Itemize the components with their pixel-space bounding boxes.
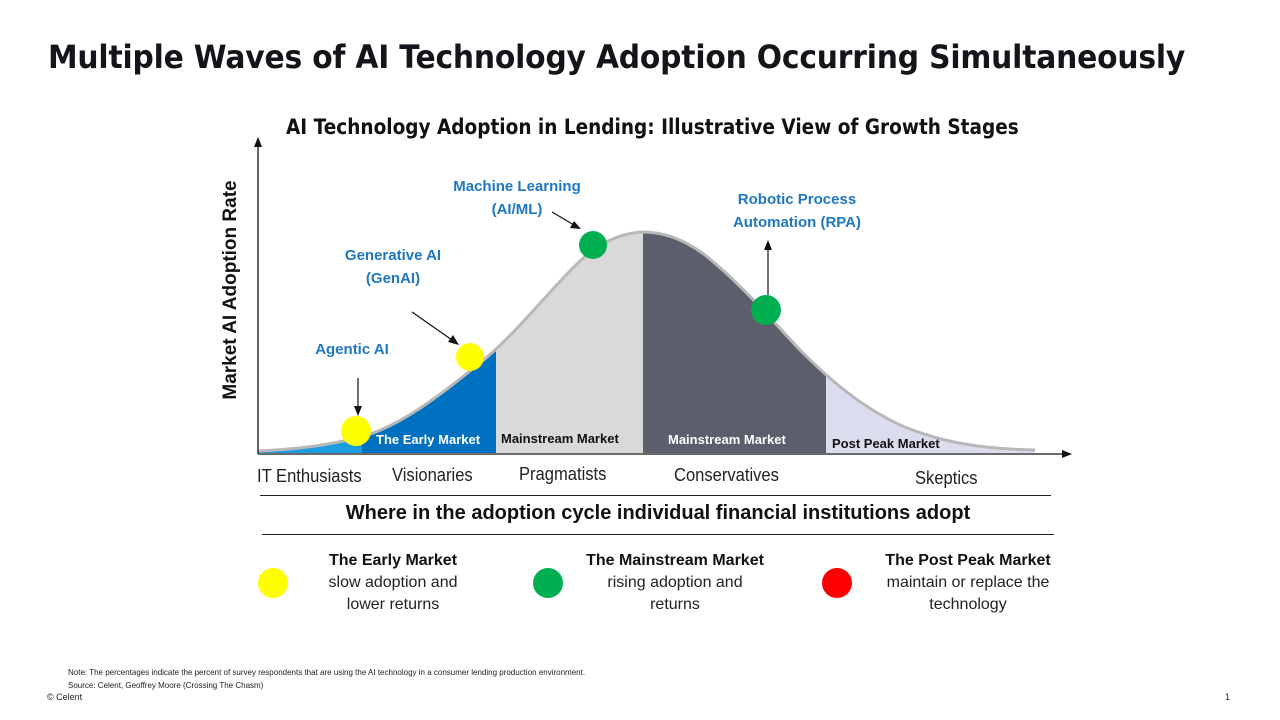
label-machine-learning: Machine Learning (AI/ML)	[453, 178, 581, 218]
chart-title: AI Technology Adoption in Lending: Illus…	[286, 115, 1019, 139]
legend-post-peak-market-dot	[822, 568, 852, 598]
segment-label-post-peak: Post Peak Market	[832, 436, 940, 451]
post-peak-region	[826, 232, 1035, 453]
y-axis-arrow-icon	[254, 137, 262, 147]
category-it-enthusiasts: IT Enthusiasts	[257, 466, 362, 486]
segment-label-mainstream-declining: Mainstream Market	[668, 432, 786, 447]
legend-mainstream-market: The Mainstream Market rising adoption an…	[586, 552, 764, 613]
genai-arrow-icon	[448, 335, 459, 345]
legend-post-peak-market: The Post Peak Market maintain or replace…	[885, 552, 1051, 613]
category-pragmatists: Pragmatists	[519, 464, 607, 484]
lead-region	[258, 232, 362, 453]
agentic-arrow-icon	[354, 406, 362, 416]
label-generative-ai: Generative AI (GenAI)	[344, 247, 442, 287]
ml-marker	[579, 231, 607, 259]
genai-marker	[456, 343, 484, 371]
legend-mainstream-market-dot	[533, 568, 563, 598]
ml-arrow-icon	[570, 221, 581, 229]
category-visionaries: Visionaries	[392, 465, 473, 485]
rpa-marker	[751, 295, 781, 325]
slide-title: Multiple Waves of AI Technology Adoption…	[48, 38, 1186, 76]
early-market-region	[362, 232, 496, 453]
segment-label-mainstream-rising: Mainstream Market	[501, 431, 619, 446]
category-conservatives: Conservatives	[674, 465, 779, 485]
bell-curve-outline	[257, 230, 1036, 453]
legend-early-market: The Early Market slow adoption and lower…	[328, 552, 458, 613]
page-number: 1	[1225, 692, 1231, 702]
source-text: Source: Celent, Geoffrey Moore (Crossing…	[68, 681, 264, 690]
label-rpa: Robotic Process Automation (RPA)	[732, 191, 862, 231]
legend-early-market-dot	[258, 568, 288, 598]
label-agentic-ai: Agentic AI	[315, 341, 389, 358]
copyright: © Celent	[47, 692, 83, 702]
curve-regions	[258, 232, 1035, 453]
adoption-cycle-subtitle: Where in the adoption cycle individual f…	[345, 502, 971, 524]
divider-bottom	[262, 534, 1054, 535]
note-text: Note: The percentages indicate the perce…	[68, 668, 586, 677]
rpa-arrow-icon	[764, 240, 772, 250]
divider-top	[260, 495, 1051, 496]
category-skeptics: Skeptics	[915, 468, 978, 488]
x-axis-arrow-icon	[1062, 450, 1072, 458]
agentic-ai-marker	[341, 416, 371, 446]
segment-label-early-market: The Early Market	[376, 432, 481, 447]
